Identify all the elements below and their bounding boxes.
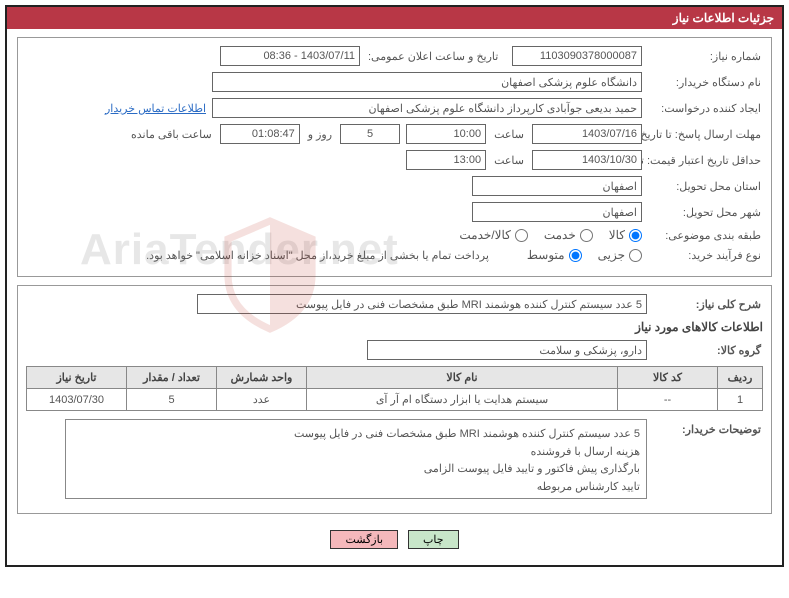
requester-field: حمید بدیعی جوآبادی کارپرداز دانشگاه علوم… [212,98,642,118]
td-date: 1403/07/30 [27,389,127,411]
td-name: سیستم هدایت یا ابزار دستگاه ام آر آی [307,389,618,411]
valid-date-field: 1403/10/30 [532,150,642,170]
td-unit: عدد [217,389,307,411]
valid-time-label: ساعت [492,154,526,167]
radio-goods[interactable] [629,229,642,242]
payment-note: پرداخت تمام یا بخشی از مبلغ خرید،از محل … [146,249,489,262]
buyer-note-line-2: هزینه ارسال با فروشنده [72,444,640,462]
announce-dt-label: تاریخ و ساعت اعلان عمومی: [366,50,506,63]
buyer-notes-box: 5 عدد سیستم کنترل کننده هوشمند MRI طبق م… [65,419,647,499]
city-field: اصفهان [472,202,642,222]
header-block: شماره نیاز: 1103090378000087 تاریخ و ساع… [17,37,772,277]
hours-remaining-field: 01:08:47 [220,124,300,144]
th-name: نام کالا [307,367,618,389]
city-label: شهر محل تحویل: [648,206,763,219]
footer-buttons: چاپ بازگشت [17,522,772,557]
deadline-label: مهلت ارسال پاسخ: تا تاریخ: [648,128,763,141]
print-button[interactable]: چاپ [408,530,459,549]
th-qty: تعداد / مقدار [127,367,217,389]
category-label: طبقه بندی موضوعی: [648,229,763,242]
td-qty: 5 [127,389,217,411]
details-panel: جزئیات اطلاعات نیاز شماره نیاز: 11030903… [5,5,784,567]
need-no-field: 1103090378000087 [512,46,642,66]
buyer-contact-link[interactable]: اطلاعات تماس خریدار [105,102,206,115]
buyer-notes-label: توضیحات خریدار: [653,419,763,436]
announce-dt-field: 1403/07/11 - 08:36 [220,46,360,66]
radio-service-label: خدمت [544,228,576,242]
radio-partial[interactable] [629,249,642,262]
buyer-note-line-3: بارگذاری پیش فاکتور و تایید فایل پیوست ا… [72,461,640,479]
radio-goods-service-label: کالا/خدمت [459,228,510,242]
overall-desc-label: شرح کلی نیاز: [653,298,763,311]
need-no-label: شماره نیاز: [648,50,763,63]
goods-table: ردیف کد کالا نام کالا واحد شمارش تعداد /… [26,366,763,411]
radio-partial-label: جزیی [598,248,625,262]
province-label: استان محل تحویل: [648,180,763,193]
goods-group-field: دارو، پزشکی و سلامت [367,340,647,360]
days-and-label: روز و [306,128,334,141]
td-code: -- [618,389,718,411]
back-button[interactable]: بازگشت [330,530,398,549]
province-field: اصفهان [472,176,642,196]
td-idx: 1 [718,389,763,411]
time-remaining-label: ساعت باقی مانده [129,128,214,141]
deadline-time-field: 10:00 [406,124,486,144]
goods-group-label: گروه کالا: [653,344,763,357]
radio-medium[interactable] [569,249,582,262]
goods-info-title: اطلاعات کالاهای مورد نیاز [26,320,763,334]
buyer-note-line-4: تایید کارشناس مربوطه [72,479,640,497]
deadline-date-field: 1403/07/16 [532,124,642,144]
valid-to-label: حداقل تاریخ اعتبار قیمت: تا تاریخ: [648,154,763,167]
panel-title: جزئیات اطلاعات نیاز [7,7,782,29]
radio-medium-label: متوسط [527,248,565,262]
valid-time-field: 13:00 [406,150,486,170]
th-row: ردیف [718,367,763,389]
buyer-org-field: دانشگاه علوم پزشکی اصفهان [212,72,642,92]
buyer-org-label: نام دستگاه خریدار: [648,76,763,89]
overall-desc-field: 5 عدد سیستم کنترل کننده هوشمند MRI طبق م… [197,294,647,314]
th-date: تاریخ نیاز [27,367,127,389]
deadline-time-label: ساعت [492,128,526,141]
purchase-type-label: نوع فرآیند خرید: [648,249,763,262]
detail-block: شرح کلی نیاز: 5 عدد سیستم کنترل کننده هو… [17,285,772,514]
requester-label: ایجاد کننده درخواست: [648,102,763,115]
table-row: 1 -- سیستم هدایت یا ابزار دستگاه ام آر آ… [27,389,763,411]
radio-goods-label: کالا [609,228,625,242]
radio-goods-service[interactable] [515,229,528,242]
days-remaining-field: 5 [340,124,400,144]
th-code: کد کالا [618,367,718,389]
th-unit: واحد شمارش [217,367,307,389]
buyer-note-line-1: 5 عدد سیستم کنترل کننده هوشمند MRI طبق م… [72,426,640,444]
radio-service[interactable] [580,229,593,242]
